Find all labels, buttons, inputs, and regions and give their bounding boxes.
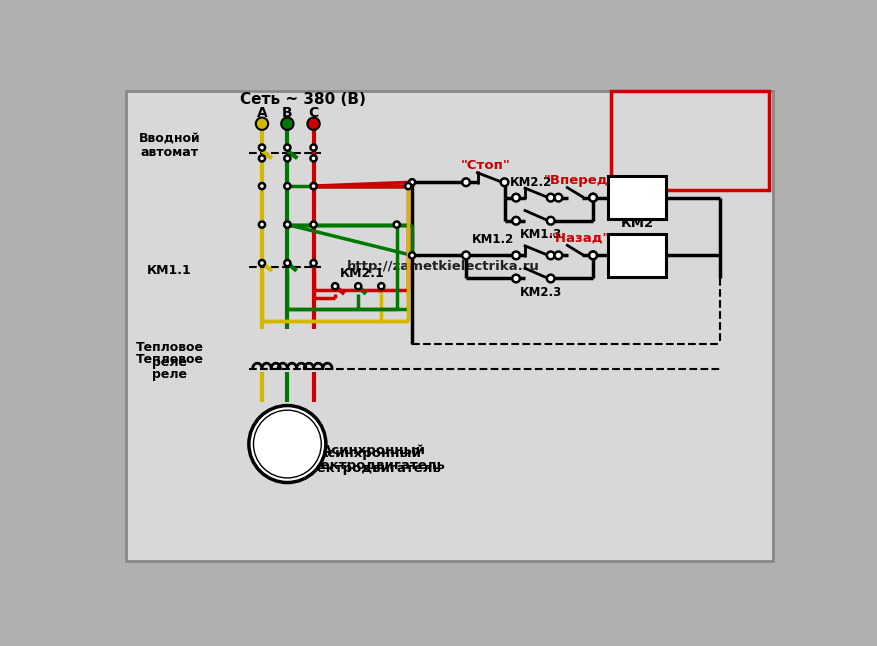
Circle shape [284,222,290,227]
Text: "Вперед": "Вперед" [544,174,615,187]
Circle shape [310,183,317,189]
Text: Асинхронный
электродвигатель: Асинхронный электродвигатель [299,447,441,475]
Text: КМ2.3: КМ2.3 [519,286,562,299]
Circle shape [282,118,294,130]
Circle shape [512,275,520,282]
Text: "Стоп": "Стоп" [460,159,510,172]
Text: Асинхронный
электродвигатель: Асинхронный электродвигатель [303,444,445,472]
Text: ~: ~ [278,430,296,450]
Text: Тепловое
реле: Тепловое реле [136,342,203,370]
Circle shape [409,253,415,258]
Circle shape [249,406,326,483]
Text: C: C [309,106,318,120]
Circle shape [405,183,411,189]
Text: КМ2.2: КМ2.2 [510,176,553,189]
Text: КМ1: КМ1 [620,159,653,172]
Circle shape [259,222,265,227]
Circle shape [512,217,520,225]
Circle shape [284,145,290,151]
FancyBboxPatch shape [610,91,768,190]
Circle shape [547,217,554,225]
Circle shape [355,283,361,289]
FancyBboxPatch shape [609,176,667,219]
Circle shape [310,222,317,227]
Circle shape [310,183,317,189]
Text: Катушки
контакторов
КМ1 и КМ2 с
номиналом на
380(В): Катушки контакторов КМ1 и КМ2 с номинало… [633,99,746,178]
Text: Тепловое
реле: Тепловое реле [136,353,203,381]
FancyBboxPatch shape [609,234,667,277]
Circle shape [589,251,597,259]
Text: Вводной
автомат: Вводной автомат [139,131,200,160]
Circle shape [310,145,317,151]
Circle shape [589,194,597,202]
Circle shape [310,155,317,162]
Circle shape [512,251,520,259]
Circle shape [589,251,597,259]
Circle shape [462,251,470,259]
Text: http://zametkielectrika.ru: http://zametkielectrika.ru [346,260,539,273]
Circle shape [259,260,265,266]
Circle shape [547,251,554,259]
Circle shape [547,275,554,282]
Text: КМ1.3: КМ1.3 [519,228,562,241]
Circle shape [554,251,562,259]
Circle shape [256,118,268,130]
Text: КМ1.1: КМ1.1 [147,264,192,277]
Circle shape [378,283,384,289]
Circle shape [284,155,290,162]
FancyBboxPatch shape [125,91,774,561]
Text: A: A [257,106,267,120]
Text: КМ2.1: КМ2.1 [339,267,384,280]
Circle shape [284,222,290,227]
Circle shape [253,410,321,478]
Circle shape [462,178,470,186]
Text: B: B [282,106,293,120]
Circle shape [501,178,509,186]
Circle shape [394,222,400,227]
Circle shape [409,179,415,185]
Text: Сеть ~ 380 (В): Сеть ~ 380 (В) [239,92,366,107]
Circle shape [259,183,265,189]
Circle shape [308,118,320,130]
Circle shape [332,283,339,289]
Circle shape [310,260,317,266]
Circle shape [284,260,290,266]
Text: КМ1.2: КМ1.2 [472,233,514,247]
Circle shape [554,194,562,202]
Circle shape [259,145,265,151]
Circle shape [589,194,597,202]
Circle shape [547,194,554,202]
Text: "Назад": "Назад" [548,232,610,245]
Circle shape [284,183,290,189]
Circle shape [512,194,520,202]
Circle shape [259,155,265,162]
Text: КМ2: КМ2 [620,216,653,229]
